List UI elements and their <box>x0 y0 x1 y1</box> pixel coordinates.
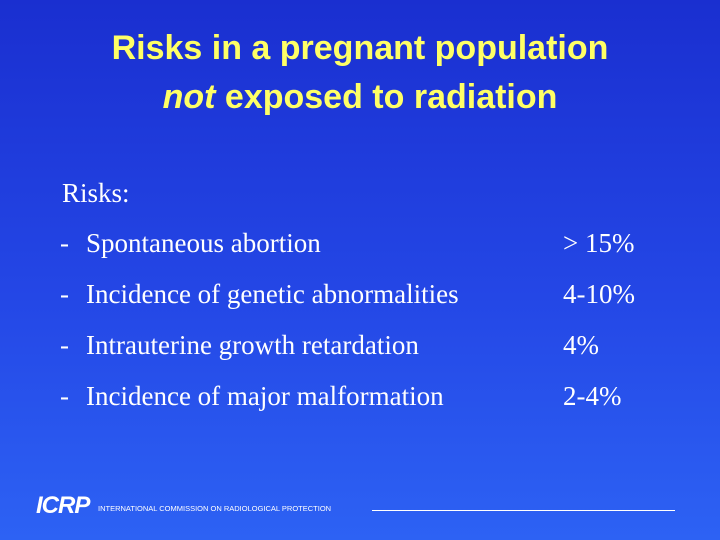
title-rest: exposed to radiation <box>224 78 558 116</box>
risk-value: 4% <box>563 330 599 360</box>
section-label: Risks: <box>62 178 130 208</box>
risk-label: Intrauterine growth retardation <box>86 330 419 360</box>
bullet: - <box>60 279 69 309</box>
title-line: not exposed to radiation <box>0 77 720 117</box>
title-line: Risks in a pregnant population <box>111 29 609 67</box>
logo: ICRP <box>36 492 90 519</box>
bullet: - <box>60 330 69 360</box>
bullet: - <box>60 228 69 258</box>
risk-value: > 15% <box>563 228 635 258</box>
risk-value: 2-4% <box>563 381 622 411</box>
risk-value: 4-10% <box>563 279 635 309</box>
risk-label: Spontaneous abortion <box>86 228 321 258</box>
risk-label: Incidence of major malformation <box>86 381 444 411</box>
organization: INTERNATIONAL COMMISSION ON RADIOLOGICAL… <box>98 504 332 513</box>
risk-label: Incidence of genetic abnormalities <box>86 279 459 309</box>
footer-rule <box>372 510 675 511</box>
bullet: - <box>60 381 69 411</box>
title-emphasis: not <box>162 78 216 116</box>
